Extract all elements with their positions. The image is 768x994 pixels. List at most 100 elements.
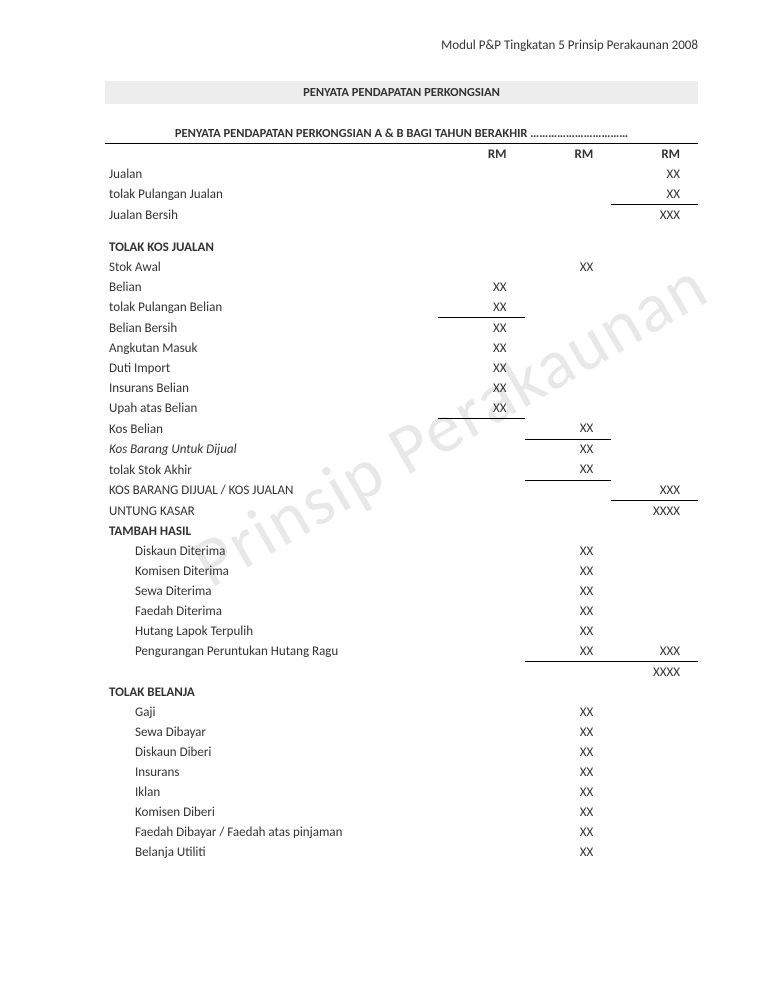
label-faedah-dibayar: Faedah Dibayar / Faedah atas pinjaman — [105, 822, 438, 842]
label-komisen-diberi: Komisen Diberi — [105, 802, 438, 822]
row-stok-awal: Stok Awal XX — [105, 257, 698, 277]
val-kos-barang-dijual: XXX — [611, 480, 698, 501]
row-jualan-bersih: Jualan Bersih XXX — [105, 205, 698, 226]
row-untung-kasar: UNTUNG KASAR XXXX — [105, 501, 698, 522]
row-sewa-diterima: Sewa Diterima XX — [105, 581, 698, 601]
label-insurans-belian: Insurans Belian — [105, 378, 438, 398]
row-faedah-diterima: Faedah Diterima XX — [105, 601, 698, 621]
col-header-1: RM — [438, 144, 525, 165]
row-tolak-stok-akhir: tolak Stok Akhir XX — [105, 460, 698, 481]
label-belanja-utiliti: Belanja Utiliti — [105, 842, 438, 862]
val-subtotal-after-hasil: XXXX — [611, 662, 698, 683]
label-kos-barang-dijual: KOS BARANG DIJUAL / KOS JUALAN — [105, 480, 438, 501]
val-iklan: XX — [525, 782, 612, 802]
val-diskaun-diberi: XX — [525, 742, 612, 762]
label-tolak-kos-jualan: TOLAK KOS JUALAN — [105, 237, 438, 257]
val-kos-belian: XX — [525, 419, 612, 440]
val-tolak-stok-akhir: XX — [525, 460, 612, 481]
label-iklan: Iklan — [105, 782, 438, 802]
val-komisen-diberi: XX — [525, 802, 612, 822]
row-upah-atas-belian: Upah atas Belian XX — [105, 398, 698, 419]
income-statement-table: RM RM RM Jualan XX tolak Pulangan Jualan… — [105, 143, 698, 862]
row-faedah-dibayar: Faedah Dibayar / Faedah atas pinjaman XX — [105, 822, 698, 842]
val-duti-import: XX — [438, 358, 525, 378]
val-stok-awal: XX — [525, 257, 612, 277]
val-sewa-diterima: XX — [525, 581, 612, 601]
row-sewa-dibayar: Sewa Dibayar XX — [105, 722, 698, 742]
label-diskaun-diterima: Diskaun Diterima — [105, 541, 438, 561]
val-faedah-dibayar: XX — [525, 822, 612, 842]
val-belanja-utiliti: XX — [525, 842, 612, 862]
label-hutang-lapok-terpulih: Hutang Lapok Terpulih — [105, 621, 438, 641]
row-angkutan-masuk: Angkutan Masuk XX — [105, 338, 698, 358]
label-pengurangan-phr: Pengurangan Peruntukan Hutang Ragu — [105, 641, 438, 662]
label-tolak-pulangan-belian: tolak Pulangan Belian — [105, 297, 438, 318]
val-faedah-diterima: XX — [525, 601, 612, 621]
row-kos-barang-untuk-dijual: Kos Barang Untuk Dijual XX — [105, 439, 698, 460]
row-komisen-diberi: Komisen Diberi XX — [105, 802, 698, 822]
label-angkutan-masuk: Angkutan Masuk — [105, 338, 438, 358]
val-gaji: XX — [525, 702, 612, 722]
val-upah-atas-belian: XX — [438, 398, 525, 419]
label-komisen-diterima: Komisen Diterima — [105, 561, 438, 581]
val-untung-kasar: XXXX — [611, 501, 698, 522]
row-tambah-hasil: TAMBAH HASIL — [105, 521, 698, 541]
row-insurans: Insurans XX — [105, 762, 698, 782]
val-hutang-lapok-terpulih: XX — [525, 621, 612, 641]
label-jualan: Jualan — [105, 164, 438, 184]
row-diskaun-diterima: Diskaun Diterima XX — [105, 541, 698, 561]
val-pengurangan-phr-sum: XXX — [611, 641, 698, 662]
label-belian-bersih: Belian Bersih — [105, 318, 438, 339]
row-insurans-belian: Insurans Belian XX — [105, 378, 698, 398]
label-tolak-pulangan-jualan: tolak Pulangan Jualan — [105, 184, 438, 205]
subtitle: PENYATA PENDAPATAN PERKONGSIAN A & B BAG… — [105, 126, 698, 141]
label-sewa-dibayar: Sewa Dibayar — [105, 722, 438, 742]
col-header-2: RM — [525, 144, 612, 165]
row-tolak-pulangan-jualan: tolak Pulangan Jualan XX — [105, 184, 698, 205]
val-belian-bersih: XX — [438, 318, 525, 339]
label-tambah-hasil: TAMBAH HASIL — [105, 521, 438, 541]
row-tolak-kos-jualan: TOLAK KOS JUALAN — [105, 237, 698, 257]
label-diskaun-diberi: Diskaun Diberi — [105, 742, 438, 762]
label-sewa-diterima: Sewa Diterima — [105, 581, 438, 601]
column-header-row: RM RM RM — [105, 144, 698, 165]
label-stok-awal: Stok Awal — [105, 257, 438, 277]
label-duti-import: Duti Import — [105, 358, 438, 378]
label-tolak-belanja: TOLAK BELANJA — [105, 682, 438, 702]
val-jualan: XX — [611, 164, 698, 184]
label-tolak-stok-akhir: tolak Stok Akhir — [105, 460, 438, 481]
val-komisen-diterima: XX — [525, 561, 612, 581]
val-insurans: XX — [525, 762, 612, 782]
row-belanja-utiliti: Belanja Utiliti XX — [105, 842, 698, 862]
row-diskaun-diberi: Diskaun Diberi XX — [105, 742, 698, 762]
label-kos-barang-untuk-dijual: Kos Barang Untuk Dijual — [105, 439, 438, 460]
label-gaji: Gaji — [105, 702, 438, 722]
row-hutang-lapok-terpulih: Hutang Lapok Terpulih XX — [105, 621, 698, 641]
row-iklan: Iklan XX — [105, 782, 698, 802]
row-pengurangan-phr: Pengurangan Peruntukan Hutang Ragu XX XX… — [105, 641, 698, 662]
label-kos-belian: Kos Belian — [105, 419, 438, 440]
val-belian: XX — [438, 277, 525, 297]
row-kos-belian: Kos Belian XX — [105, 419, 698, 440]
row-subtotal-after-hasil: XXXX — [105, 662, 698, 683]
row-tolak-belanja: TOLAK BELANJA — [105, 682, 698, 702]
label-jualan-bersih: Jualan Bersih — [105, 205, 438, 226]
row-belian: Belian XX — [105, 277, 698, 297]
val-pengurangan-phr: XX — [525, 641, 612, 662]
label-faedah-diterima: Faedah Diterima — [105, 601, 438, 621]
row-komisen-diterima: Komisen Diterima XX — [105, 561, 698, 581]
val-insurans-belian: XX — [438, 378, 525, 398]
val-sewa-dibayar: XX — [525, 722, 612, 742]
row-kos-barang-dijual: KOS BARANG DIJUAL / KOS JUALAN XXX — [105, 480, 698, 501]
row-duti-import: Duti Import XX — [105, 358, 698, 378]
val-tolak-pulangan-jualan: XX — [611, 184, 698, 205]
label-belian: Belian — [105, 277, 438, 297]
doc-header: Modul P&P Tingkatan 5 Prinsip Perakaunan… — [105, 38, 698, 53]
col-header-3: RM — [611, 144, 698, 165]
row-tolak-pulangan-belian: tolak Pulangan Belian XX — [105, 297, 698, 318]
val-kos-barang-untuk-dijual: XX — [525, 439, 612, 460]
title-band: PENYATA PENDAPATAN PERKONGSIAN — [105, 81, 698, 104]
label-upah-atas-belian: Upah atas Belian — [105, 398, 438, 419]
row-gaji: Gaji XX — [105, 702, 698, 722]
val-angkutan-masuk: XX — [438, 338, 525, 358]
